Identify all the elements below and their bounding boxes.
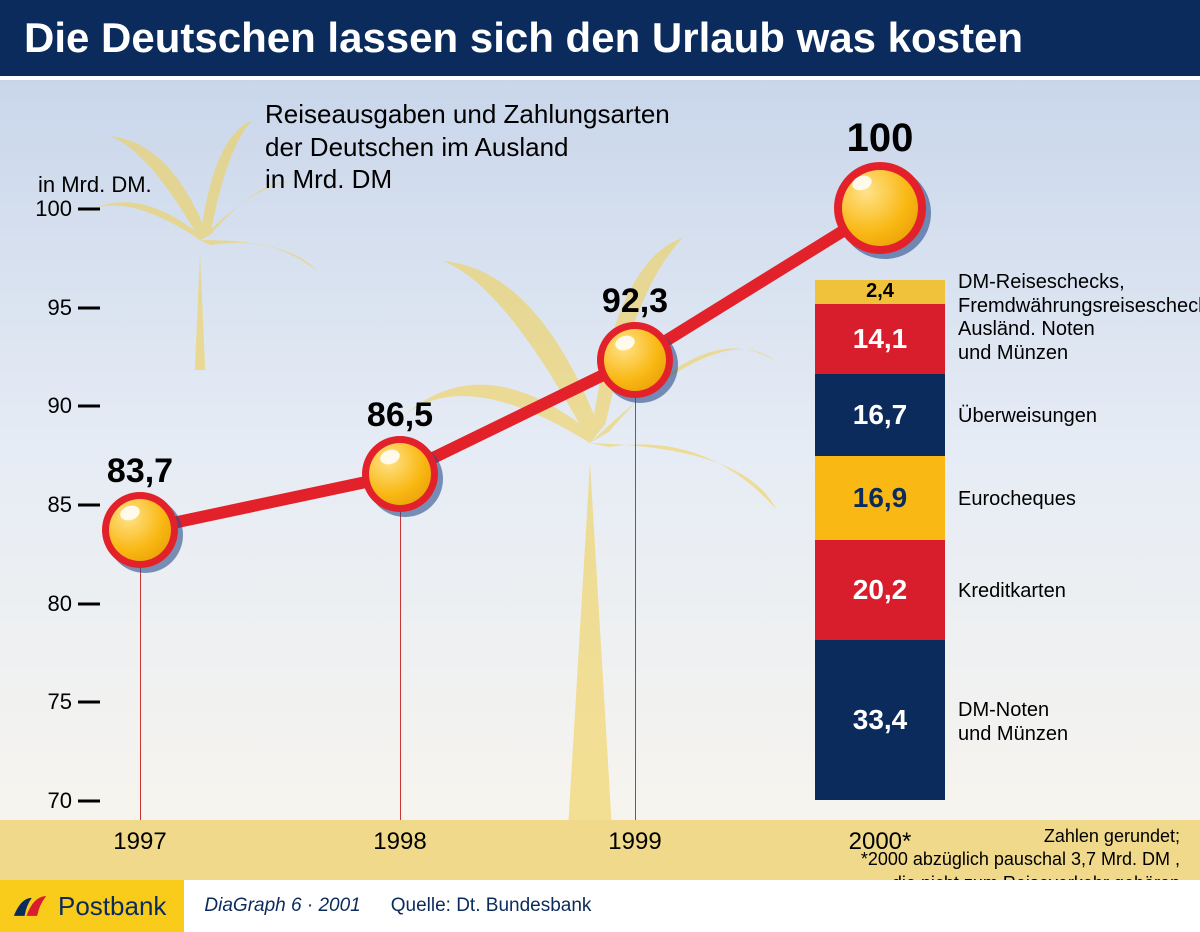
footer: Postbank DiaGraph 6 · 2001 Quelle: Dt. B… xyxy=(0,880,1200,932)
footer-meta: DiaGraph 6 · 2001 xyxy=(204,895,360,917)
stack-segment: 2,4 xyxy=(815,280,945,304)
footnote-line: Zahlen gerundet; xyxy=(861,825,1180,848)
drop-line xyxy=(635,360,636,820)
stack-segment: 33,4 xyxy=(815,640,945,800)
data-point-marker xyxy=(597,322,673,398)
stack-segment-label: Kreditkarten xyxy=(958,579,1066,603)
y-tick: 95 xyxy=(22,295,72,321)
y-tick: 70 xyxy=(22,788,72,814)
postbank-logo: Postbank xyxy=(0,880,184,932)
stack-segment: 20,2 xyxy=(815,540,945,640)
postbank-icon xyxy=(12,892,48,920)
data-point-marker xyxy=(362,436,438,512)
footnote-line: *2000 abzüglich pauschal 3,7 Mrd. DM , xyxy=(861,848,1180,871)
y-tick: 80 xyxy=(22,591,72,617)
stack-segment: 16,9 xyxy=(815,456,945,540)
stack-segment: 16,7 xyxy=(815,374,945,456)
y-axis-ticks: 70 75 80 85 90 95 100 xyxy=(22,80,92,820)
data-point-marker xyxy=(834,162,926,254)
stack-segment: 14,1 xyxy=(815,304,945,374)
x-label: 1997 xyxy=(113,828,166,856)
data-point-marker xyxy=(102,492,178,568)
postbank-name: Postbank xyxy=(58,891,166,922)
footer-source: Quelle: Dt. Bundesbank xyxy=(391,895,592,917)
stack-segment-label: Eurocheques xyxy=(958,487,1076,511)
stack-segment-label: Ausländ. Notenund Münzen xyxy=(958,317,1095,365)
palm-decoration xyxy=(380,230,800,820)
x-label: 1998 xyxy=(373,828,426,856)
stacked-bar-breakdown: 2,414,116,716,920,233,4 xyxy=(815,280,945,800)
y-tick: 100 xyxy=(22,196,72,222)
data-point-value: 86,5 xyxy=(367,396,433,435)
drop-line xyxy=(140,530,141,820)
y-tick: 75 xyxy=(22,689,72,715)
data-point-value: 83,7 xyxy=(107,452,173,491)
chart-subtitle: Reiseausgaben und Zahlungsarten der Deut… xyxy=(265,98,670,196)
stack-segment-label: Überweisungen xyxy=(958,404,1097,428)
y-tick: 85 xyxy=(22,492,72,518)
page-title: Die Deutschen lassen sich den Urlaub was… xyxy=(24,14,1023,61)
data-point-value: 100 xyxy=(847,116,914,161)
x-label: 1999 xyxy=(608,828,661,856)
subtitle-line: Reiseausgaben und Zahlungsarten xyxy=(265,98,670,131)
stack-segment-label: DM-Notenund Münzen xyxy=(958,698,1068,746)
data-point-value: 92,3 xyxy=(602,282,668,321)
chart-area: Reiseausgaben und Zahlungsarten der Deut… xyxy=(0,80,1200,820)
subtitle-line: der Deutschen im Ausland xyxy=(265,131,670,164)
stack-segment-label: DM-Reiseschecks,Fremdwährungsreisescheck… xyxy=(958,270,1200,318)
drop-line xyxy=(400,474,401,820)
header-bar: Die Deutschen lassen sich den Urlaub was… xyxy=(0,0,1200,76)
subtitle-line: in Mrd. DM xyxy=(265,163,670,196)
y-tick: 90 xyxy=(22,393,72,419)
